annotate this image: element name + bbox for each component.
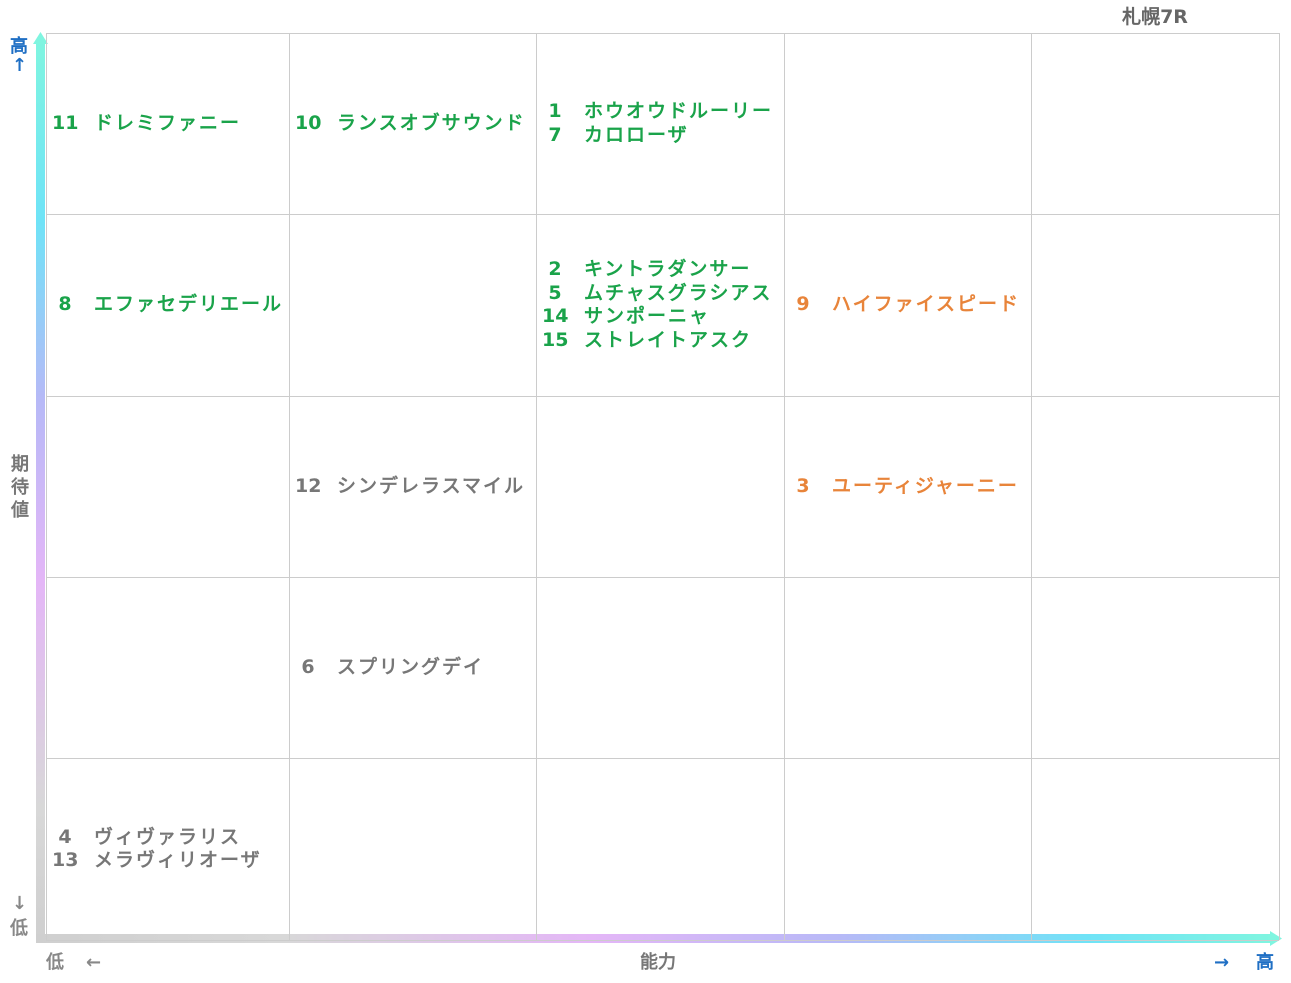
horse-entry: 13 メラヴィリオーザ	[52, 849, 262, 873]
y-label-char: 期	[11, 454, 29, 475]
horse-entry: 2 キントラダンサー	[542, 258, 772, 282]
grid-line-horizontal	[46, 940, 1279, 941]
horse-number: 4	[58, 825, 72, 848]
horse-name: ムチャスグラシアス	[584, 281, 773, 304]
matrix-cell: 6 スプリングデイ	[295, 656, 484, 680]
horse-entry: 5 ムチャスグラシアス	[542, 282, 772, 306]
x-left-arrow: ←	[86, 952, 102, 973]
horse-number: 12	[295, 474, 322, 497]
horse-number: 7	[548, 123, 562, 146]
horse-entry: 3 ユーティジャーニー	[790, 475, 1019, 499]
x-axis-arrowhead	[1270, 931, 1282, 946]
horse-name: ストレイトアスク	[584, 328, 753, 351]
grid-line-horizontal	[46, 33, 1279, 34]
grid-line-vertical	[784, 33, 785, 940]
matrix-cell: 12 シンデレラスマイル	[295, 475, 525, 499]
horse-entry: 10 ランスオブサウンド	[295, 112, 526, 136]
horse-number: 11	[52, 111, 79, 134]
horse-entry: 11 ドレミファニー	[52, 112, 241, 136]
horse-number: 9	[796, 293, 810, 316]
y-high-label: 高	[10, 36, 28, 57]
matrix-cell: 3 ユーティジャーニー	[790, 475, 1019, 499]
horse-number: 1	[548, 100, 562, 122]
horse-number: 13	[52, 849, 79, 871]
grid-line-vertical	[1279, 33, 1280, 940]
grid-line-vertical	[1031, 33, 1032, 940]
grid-line-horizontal	[46, 577, 1279, 578]
horse-entry: 1 ホウオウドルーリー	[542, 100, 773, 124]
x-low-label: 低	[46, 952, 64, 973]
horse-entry: 4 ヴィヴァラリス	[52, 826, 262, 850]
matrix-cell: 9 ハイファイスピード	[790, 293, 1020, 317]
matrix-cell: 8 エファセデリエール	[52, 293, 283, 317]
horse-entry: 7 カロローザ	[542, 124, 773, 148]
horse-entry: 12 シンデレラスマイル	[295, 475, 525, 499]
y-label-char: 待	[11, 477, 29, 498]
x-high-label: 高	[1256, 952, 1274, 973]
y-down-arrow: ↓	[12, 893, 28, 914]
horse-entry: 6 スプリングデイ	[295, 656, 484, 680]
x-axis-bar	[36, 934, 1272, 943]
matrix-cell: 4 ヴィヴァラリス 13 メラヴィリオーザ	[52, 826, 262, 873]
grid-line-vertical	[46, 33, 47, 940]
y-label-char: 値	[11, 500, 29, 521]
horse-number: 3	[796, 474, 810, 497]
horse-number: 14	[542, 305, 569, 327]
horse-name: スプリングデイ	[337, 655, 485, 678]
horse-entry: 15 ストレイトアスク	[542, 329, 772, 353]
horse-name: ハイファイスピード	[832, 293, 1021, 316]
y-low-label: 低	[10, 918, 28, 939]
grid-line-vertical	[289, 33, 290, 940]
chart-title: 札幌7R	[1122, 6, 1188, 28]
horse-name: シンデレラスマイル	[337, 474, 526, 497]
x-right-arrow: →	[1214, 952, 1230, 973]
matrix-cell: 10 ランスオブサウンド	[295, 112, 526, 136]
horse-name: ランスオブサウンド	[337, 111, 526, 134]
y-axis-arrowhead	[33, 32, 48, 44]
horse-name: キントラダンサー	[584, 258, 752, 280]
grid-line-horizontal	[46, 214, 1279, 215]
horse-entry: 14 サンポーニャ	[542, 305, 772, 329]
horse-number: 5	[548, 281, 562, 304]
horse-entry: 8 エファセデリエール	[52, 293, 283, 317]
grid-line-vertical	[536, 33, 537, 940]
matrix-cell: 11 ドレミファニー	[52, 112, 241, 136]
horse-name: エファセデリエール	[94, 293, 284, 316]
y-up-arrow: ↑	[12, 55, 28, 76]
horse-name: ユーティジャーニー	[832, 474, 1019, 497]
horse-name: ヴィヴァラリス	[94, 825, 242, 848]
horse-number: 15	[542, 328, 569, 351]
horse-name: ホウオウドルーリー	[584, 100, 774, 122]
grid-line-horizontal	[46, 396, 1279, 397]
horse-entry: 9 ハイファイスピード	[790, 293, 1020, 317]
matrix-cell: 1 ホウオウドルーリー 7 カロローザ	[542, 100, 773, 147]
horse-name: メラヴィリオーザ	[94, 849, 262, 871]
grid-line-horizontal	[46, 758, 1279, 759]
x-axis-label: 能力	[640, 952, 676, 973]
matrix-cell: 2 キントラダンサー 5 ムチャスグラシアス 14 サンポーニャ 15 ストレイトアスク	[542, 258, 772, 352]
horse-name: カロローザ	[584, 123, 689, 146]
horse-number: 8	[58, 293, 72, 316]
horse-name: サンポーニャ	[584, 305, 711, 327]
y-axis-bar	[36, 40, 45, 943]
horse-number: 2	[548, 258, 562, 280]
horse-number: 6	[301, 655, 315, 678]
y-axis-label: 期 待 値	[8, 453, 32, 522]
horse-number: 10	[295, 111, 322, 134]
horse-name: ドレミファニー	[94, 111, 242, 134]
